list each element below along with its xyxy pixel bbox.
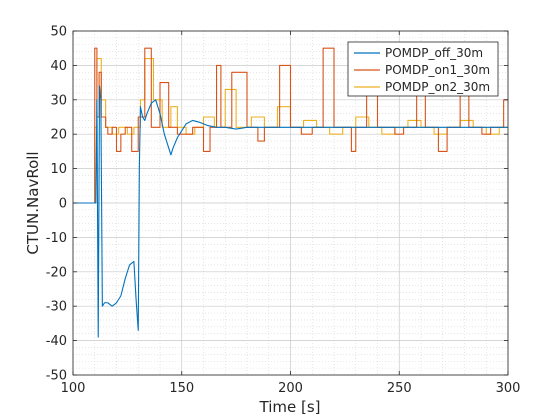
y-tick-label: -50	[46, 369, 67, 384]
x-tick-labels: 100 150 200 250 300	[61, 381, 521, 396]
series-line-0	[73, 85, 508, 338]
y-tick-label: 50	[50, 25, 67, 40]
x-tick-label: 200	[278, 381, 303, 396]
legend-label: POMDP_off_30m	[385, 46, 483, 60]
x-tick-label: 250	[387, 381, 412, 396]
y-tick-label: -20	[46, 265, 67, 280]
y-axis-label: CTUN.NavRoll	[24, 151, 42, 254]
tick-marks	[72, 30, 509, 376]
y-tick-label: 20	[50, 128, 67, 143]
y-tick-label: 0	[59, 197, 67, 212]
x-tick-label: 300	[496, 381, 521, 396]
x-tick-label: 150	[169, 381, 194, 396]
legend-label: POMDP_on2_30m	[385, 80, 490, 94]
y-tick-label: 40	[50, 59, 67, 74]
legend: POMDP_off_30m POMDP_on1_30m POMDP_on2_30m	[347, 41, 499, 97]
y-tick-label: 10	[50, 162, 67, 177]
legend-label: POMDP_on1_30m	[385, 63, 490, 77]
x-tick-label: 100	[61, 381, 86, 396]
y-tick-label: -40	[46, 334, 67, 349]
y-tick-label: -30	[46, 300, 67, 315]
y-tick-labels: -50 -40 -30 -20 -10 0 10 20 30 40 50	[46, 25, 67, 384]
x-axis-label: Time [s]	[259, 398, 321, 416]
y-tick-label: -10	[46, 231, 67, 246]
y-tick-label: 30	[50, 93, 67, 108]
